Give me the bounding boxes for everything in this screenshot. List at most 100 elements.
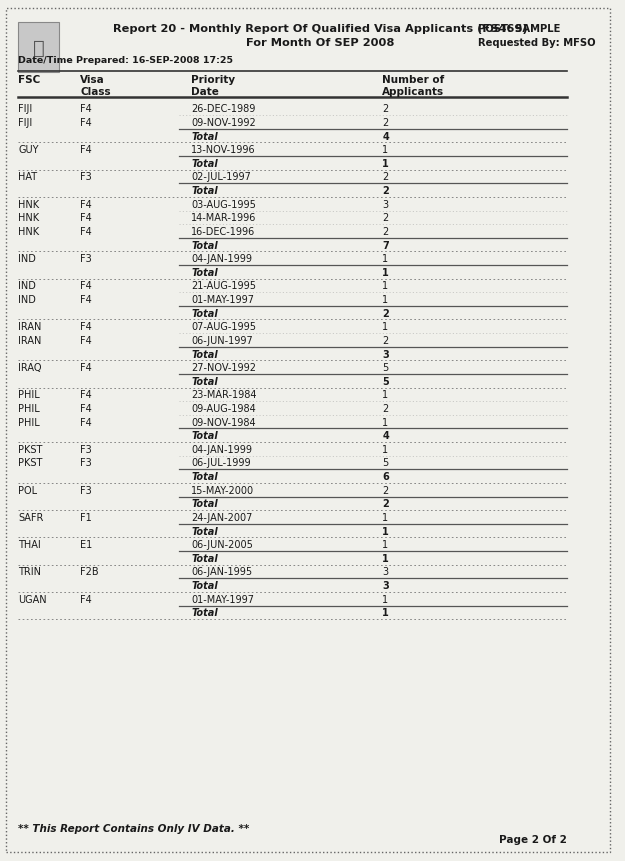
Text: F2B: F2B [80, 567, 99, 577]
Text: FSC: FSC [19, 75, 41, 85]
Text: 2: 2 [382, 172, 388, 183]
Text: 5: 5 [382, 458, 388, 468]
Text: 2: 2 [382, 404, 388, 413]
Text: 4: 4 [382, 132, 389, 141]
Text: 1: 1 [382, 268, 389, 277]
Text: Total: Total [191, 240, 218, 251]
Text: F4: F4 [80, 145, 92, 155]
Text: F3: F3 [80, 444, 92, 455]
Text: 13-NOV-1996: 13-NOV-1996 [191, 145, 256, 155]
Text: IND: IND [19, 254, 36, 264]
Text: F4: F4 [80, 104, 92, 115]
Text: 07-AUG-1995: 07-AUG-1995 [191, 322, 256, 332]
Text: 14-MAR-1996: 14-MAR-1996 [191, 213, 256, 223]
Text: 03-AUG-1995: 03-AUG-1995 [191, 200, 256, 209]
Text: UGAN: UGAN [19, 594, 47, 604]
Text: FIJI: FIJI [19, 118, 32, 128]
Text: Number of
Applicants: Number of Applicants [382, 75, 444, 97]
Text: F4: F4 [80, 322, 92, 332]
Text: F4: F4 [80, 417, 92, 427]
Text: GUY: GUY [19, 145, 39, 155]
Text: Total: Total [191, 308, 218, 319]
FancyBboxPatch shape [19, 23, 59, 73]
Text: TRIN: TRIN [19, 567, 41, 577]
Text: HNK: HNK [19, 200, 39, 209]
Text: IRAN: IRAN [19, 322, 42, 332]
Text: IRAQ: IRAQ [19, 362, 42, 373]
Text: 1: 1 [382, 444, 388, 455]
Text: 02-JUL-1997: 02-JUL-1997 [191, 172, 251, 183]
Text: F3: F3 [80, 172, 92, 183]
Text: HNK: HNK [19, 213, 39, 223]
Text: 24-JAN-2007: 24-JAN-2007 [191, 512, 253, 523]
Text: 1: 1 [382, 553, 389, 563]
Text: 01-MAY-1997: 01-MAY-1997 [191, 294, 254, 305]
Text: 2: 2 [382, 499, 389, 509]
Text: PHIL: PHIL [19, 417, 40, 427]
Text: POST: SAMPLE: POST: SAMPLE [478, 24, 560, 34]
Text: Total: Total [191, 349, 218, 359]
Text: HNK: HNK [19, 226, 39, 237]
Text: 1: 1 [382, 526, 389, 536]
Text: 1: 1 [382, 512, 388, 523]
Text: 1: 1 [382, 322, 388, 332]
Text: 5: 5 [382, 376, 389, 387]
Text: 2: 2 [382, 186, 389, 196]
Text: F3: F3 [80, 254, 92, 264]
Text: POL: POL [19, 485, 38, 495]
Text: Requested By: MFSO: Requested By: MFSO [478, 38, 595, 48]
Text: Total: Total [191, 526, 218, 536]
Text: Total: Total [191, 376, 218, 387]
Text: 3: 3 [382, 580, 389, 591]
Text: THAI: THAI [19, 540, 41, 549]
Text: 2: 2 [382, 308, 389, 319]
Text: 1: 1 [382, 594, 388, 604]
Text: F4: F4 [80, 213, 92, 223]
Text: IND: IND [19, 294, 36, 305]
Text: F4: F4 [80, 200, 92, 209]
Text: 09-NOV-1992: 09-NOV-1992 [191, 118, 256, 128]
Text: IND: IND [19, 281, 36, 291]
Text: Page 2 Of 2: Page 2 Of 2 [499, 834, 567, 845]
Text: 5: 5 [382, 362, 388, 373]
Text: 26-DEC-1989: 26-DEC-1989 [191, 104, 256, 115]
Text: Date/Time Prepared: 16-SEP-2008 17:25: Date/Time Prepared: 16-SEP-2008 17:25 [19, 56, 234, 65]
Text: F4: F4 [80, 404, 92, 413]
Text: 3: 3 [382, 349, 389, 359]
Text: 1: 1 [382, 158, 389, 169]
Text: 1: 1 [382, 281, 388, 291]
Text: Total: Total [191, 553, 218, 563]
Text: F4: F4 [80, 390, 92, 400]
Text: F4: F4 [80, 294, 92, 305]
Text: 09-NOV-1984: 09-NOV-1984 [191, 417, 256, 427]
Text: 1: 1 [382, 145, 388, 155]
Text: F4: F4 [80, 336, 92, 345]
Text: ** This Report Contains Only IV Data. **: ** This Report Contains Only IV Data. ** [19, 823, 250, 833]
Text: HAT: HAT [19, 172, 38, 183]
Text: Total: Total [191, 608, 218, 617]
Text: 🦅: 🦅 [33, 39, 45, 58]
Text: Total: Total [191, 580, 218, 591]
Text: PHIL: PHIL [19, 404, 40, 413]
Text: 09-AUG-1984: 09-AUG-1984 [191, 404, 256, 413]
Text: 01-MAY-1997: 01-MAY-1997 [191, 594, 254, 604]
Text: 2: 2 [382, 485, 388, 495]
Text: 2: 2 [382, 118, 388, 128]
Text: 3: 3 [382, 200, 388, 209]
Text: 1: 1 [382, 294, 388, 305]
Text: Report 20 - Monthly Report Of Qualified Visa Applicants (FS469): Report 20 - Monthly Report Of Qualified … [113, 24, 528, 34]
Text: 06-JUN-1997: 06-JUN-1997 [191, 336, 253, 345]
Text: 1: 1 [382, 254, 388, 264]
Text: 1: 1 [382, 390, 388, 400]
Text: 2: 2 [382, 213, 388, 223]
Text: 27-NOV-1992: 27-NOV-1992 [191, 362, 256, 373]
Text: 21-AUG-1995: 21-AUG-1995 [191, 281, 256, 291]
Text: Total: Total [191, 499, 218, 509]
Text: 06-JUN-2005: 06-JUN-2005 [191, 540, 253, 549]
Text: 04-JAN-1999: 04-JAN-1999 [191, 444, 252, 455]
Text: F4: F4 [80, 226, 92, 237]
Text: 2: 2 [382, 226, 388, 237]
Text: Total: Total [191, 186, 218, 196]
Text: 2: 2 [382, 104, 388, 115]
Text: 6: 6 [382, 472, 389, 481]
